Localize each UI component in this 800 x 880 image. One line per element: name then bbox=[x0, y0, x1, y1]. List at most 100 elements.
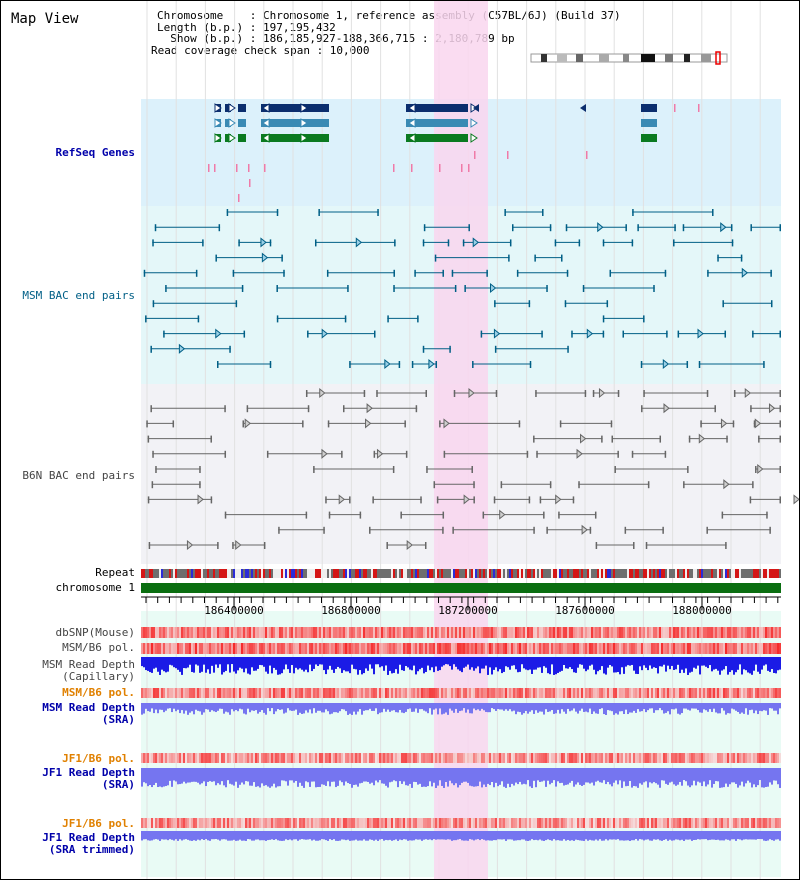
jf1-read-depth-sra-bar bbox=[323, 768, 325, 785]
jf1-read-depth-trimmed-bar bbox=[375, 831, 377, 840]
jf1-read-depth-trimmed-bar bbox=[459, 831, 461, 840]
msm-read-depth-sra-bar bbox=[391, 703, 393, 711]
jf1-b6-pol-heat-cell bbox=[335, 753, 337, 763]
jf1-read-depth-sra-bar bbox=[357, 768, 359, 787]
msm-b6-pol-heat-cell bbox=[725, 643, 727, 654]
repeat-element bbox=[739, 569, 741, 578]
jf1-read-depth-trimmed-bar bbox=[349, 831, 351, 841]
msm-b6-pol-heat-cell bbox=[371, 643, 373, 654]
repeat-element bbox=[609, 569, 611, 578]
jf1-read-depth-sra-bar bbox=[185, 768, 187, 784]
msm-read-depth-capillary-bar bbox=[587, 657, 589, 670]
msm-b6-pol-heat-cell bbox=[321, 643, 323, 654]
repeat-element bbox=[291, 569, 293, 578]
dbsnp-heat-cell bbox=[229, 627, 231, 638]
jf1-read-depth-trimmed-bar bbox=[215, 831, 217, 840]
msm-b6-pol-heat-cell bbox=[257, 643, 259, 654]
msm-b6-pol-heat-cell bbox=[171, 688, 173, 698]
dbsnp-heat-cell bbox=[171, 627, 173, 638]
jf1-read-depth-trimmed-bar bbox=[437, 831, 439, 840]
dbsnp-heat-cell bbox=[779, 627, 781, 638]
msm-read-depth-capillary-bar bbox=[329, 657, 331, 666]
jf1-b6-pol-heat-cell bbox=[167, 818, 169, 828]
repeat-element bbox=[521, 569, 523, 578]
jf1-b6-pol-heat-cell bbox=[445, 818, 447, 828]
dbsnp-heat-cell bbox=[239, 627, 241, 638]
jf1-b6-pol-heat-cell bbox=[567, 753, 569, 763]
msm-b6-pol-heat-cell bbox=[631, 643, 633, 654]
jf1-b6-pol-heat-cell bbox=[389, 753, 391, 763]
jf1-b6-pol-heat-cell bbox=[291, 753, 293, 763]
repeat-element bbox=[773, 569, 775, 578]
jf1-read-depth-sra-bar bbox=[153, 768, 155, 786]
jf1-read-depth-sra-bar bbox=[441, 768, 443, 786]
repeat-element bbox=[705, 569, 707, 578]
msm-b6-pol-heat-cell bbox=[317, 643, 319, 654]
msm-b6-pol-heat-cell bbox=[339, 643, 341, 654]
refseq-gene-exon bbox=[641, 119, 657, 127]
msm-read-depth-capillary-bar bbox=[591, 657, 593, 665]
dbsnp-heat-cell bbox=[487, 627, 489, 638]
repeat-element bbox=[419, 569, 421, 578]
jf1-read-depth-trimmed-bar bbox=[331, 831, 333, 841]
jf1-b6-pol-heat-cell bbox=[607, 818, 609, 828]
msm-read-depth-capillary-bar bbox=[667, 657, 669, 666]
jf1-b6-pol-heat-cell bbox=[243, 818, 245, 828]
ideogram-band bbox=[599, 54, 609, 62]
jf1-b6-pol-heat-cell bbox=[653, 818, 655, 828]
jf1-read-depth-trimmed-bar bbox=[391, 831, 393, 841]
msm-b6-pol-heat-cell bbox=[771, 643, 773, 654]
msm-read-depth-capillary-bar bbox=[611, 657, 613, 667]
msm-bac-end bbox=[398, 361, 401, 368]
jf1-b6-pol-heat-cell bbox=[663, 753, 665, 763]
jf1-read-depth-trimmed-bar bbox=[675, 831, 677, 840]
jf1-read-depth-sra-bar bbox=[687, 768, 689, 786]
refseq-gene-exon bbox=[406, 134, 468, 142]
msm-bac-end bbox=[722, 300, 724, 308]
jf1-b6-pol-heat-cell bbox=[675, 753, 677, 763]
msm-read-depth-capillary-bar bbox=[483, 657, 485, 669]
jf1-b6-pol-heat-cell bbox=[141, 818, 143, 828]
msm-read-depth-capillary-bar bbox=[757, 657, 759, 672]
dbsnp-heat-cell bbox=[561, 627, 563, 638]
msm-read-depth-sra-bar bbox=[521, 703, 523, 715]
jf1-read-depth-sra-bar bbox=[563, 768, 565, 786]
b6n-bac-end bbox=[246, 405, 249, 413]
jf1-read-depth-trimmed-bar bbox=[209, 831, 211, 841]
jf1-read-depth-sra-bar bbox=[451, 768, 453, 784]
dbsnp-heat-cell bbox=[549, 627, 551, 638]
dbsnp-heat-cell bbox=[335, 627, 337, 638]
jf1-read-depth-trimmed-bar bbox=[737, 831, 739, 840]
dbsnp-heat-cell bbox=[583, 627, 585, 638]
msm-read-depth-sra-bar bbox=[231, 703, 233, 710]
msm-read-depth-sra-bar bbox=[641, 703, 643, 712]
jf1-b6-pol-heat-cell bbox=[285, 753, 287, 763]
repeat-element bbox=[607, 569, 609, 578]
repeat-element bbox=[209, 569, 211, 578]
jf1-b6-pol-heat-cell bbox=[265, 753, 267, 763]
jf1-b6-pol-heat-cell bbox=[499, 753, 501, 763]
repeat-element bbox=[591, 569, 593, 578]
msm-b6-pol-heat-cell bbox=[141, 643, 143, 654]
msm-read-depth-sra-bar bbox=[301, 703, 303, 714]
msm-read-depth-sra-bar bbox=[527, 703, 529, 714]
jf1-read-depth-sra-bar bbox=[167, 768, 169, 786]
msm-read-depth-capillary-bar bbox=[149, 657, 151, 673]
msm-read-depth-sra-bar bbox=[591, 703, 593, 714]
jf1-b6-pol-heat-cell bbox=[371, 753, 373, 763]
dbsnp-heat-cell bbox=[341, 627, 343, 638]
msm-b6-pol-heat-cell bbox=[169, 643, 171, 654]
jf1-read-depth-sra-bar bbox=[197, 768, 199, 783]
msm-read-depth-sra-bar bbox=[305, 703, 307, 711]
msm-b6-pol-heat-cell bbox=[547, 688, 549, 698]
msm-bac-end bbox=[152, 300, 155, 308]
jf1-read-depth-sra-bar bbox=[405, 768, 407, 786]
msm-bac-end bbox=[602, 315, 605, 323]
jf1-b6-pol-heat-cell bbox=[589, 753, 591, 763]
msm-read-depth-sra-bar bbox=[217, 703, 219, 711]
msm-bac-end bbox=[344, 315, 347, 323]
dbsnp-heat-cell bbox=[289, 627, 291, 638]
jf1-b6-pol-heat-cell bbox=[495, 818, 497, 828]
msm-b6-pol-heat-cell bbox=[575, 688, 577, 698]
